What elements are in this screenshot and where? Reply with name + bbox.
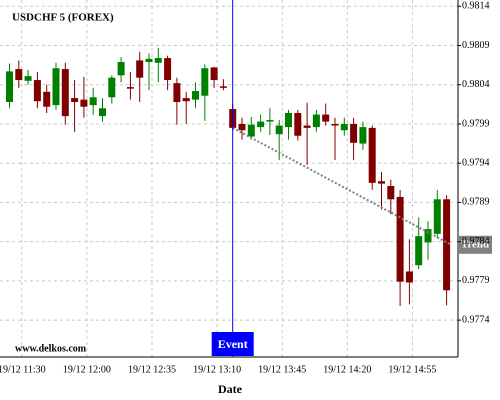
candle-body <box>182 98 190 102</box>
trend-label-box <box>458 235 492 254</box>
candle-body <box>219 86 227 88</box>
plot <box>6 47 451 306</box>
candle-body <box>257 121 265 128</box>
trend-label: Trend <box>461 238 489 250</box>
candle-body <box>173 83 181 102</box>
candle-body <box>368 127 376 183</box>
candle-body <box>145 58 153 62</box>
y-tick-label: 0.9794 <box>462 157 490 168</box>
candle-body <box>71 98 79 102</box>
candle-body <box>210 67 218 81</box>
candle-body <box>61 69 69 117</box>
overlay: Trend Event <box>211 0 492 357</box>
watermark: www.delkos.com <box>15 343 87 354</box>
y-tick-label: 0.9814 <box>462 1 490 12</box>
candle-body <box>99 108 106 117</box>
y-tick-label: 0.9789 <box>462 197 490 208</box>
y-tick-label: 0.9784 <box>462 236 490 247</box>
candle-body <box>266 120 274 122</box>
candle-body <box>443 199 451 291</box>
event-label: Event <box>218 337 248 351</box>
candle-body <box>331 123 339 126</box>
candle-body <box>80 99 88 107</box>
candle-body <box>396 196 404 282</box>
candle-body <box>52 68 60 106</box>
candle-body <box>15 69 23 81</box>
candle-body <box>303 125 311 128</box>
chart-title: USDCHF 5 (FOREX) <box>12 12 114 24</box>
candle-body <box>312 114 320 128</box>
y-tick-label: 0.9779 <box>462 275 490 286</box>
candle-body <box>238 123 246 131</box>
candle-body <box>117 61 125 76</box>
candle-body <box>201 68 209 96</box>
grid <box>0 0 458 357</box>
x-tick-label: 19/12 14:20 <box>323 364 371 375</box>
candle-body <box>33 80 41 102</box>
x-tick-label: 19/12 14:55 <box>388 364 436 375</box>
candle-body <box>322 114 330 122</box>
candle-body <box>275 125 283 135</box>
candle-body <box>424 229 432 243</box>
candle-body <box>378 181 385 184</box>
x-tick-label: 19/12 12:35 <box>128 364 176 375</box>
candle-body <box>126 87 134 89</box>
candle-body <box>24 76 32 81</box>
x-tick-label: 19/12 13:10 <box>193 364 241 375</box>
candle-body <box>340 123 348 131</box>
x-tick-label: 19/12 12:00 <box>63 364 111 375</box>
candle-body <box>350 123 358 143</box>
candle-body <box>415 236 423 266</box>
x-axis-title: Date <box>218 382 243 396</box>
candle-body <box>154 58 162 63</box>
candle-body <box>89 97 97 106</box>
x-tick-label: 19/12 11:30 <box>0 364 46 375</box>
y-tick-label: 0.9799 <box>462 118 490 129</box>
candle-body <box>405 271 413 283</box>
candle-body <box>359 127 367 144</box>
y-tick-label: 0.9809 <box>462 40 490 51</box>
candle-body <box>294 112 302 136</box>
event-label-box <box>211 332 254 356</box>
candle-body <box>164 58 172 81</box>
candle-body <box>387 185 395 200</box>
candle-body <box>108 77 116 98</box>
candle-body <box>136 60 144 78</box>
candle-body <box>285 112 292 128</box>
candle-body <box>43 91 51 107</box>
trend-line <box>232 127 452 246</box>
y-tick-label: 0.9774 <box>462 314 490 325</box>
candle-body <box>6 71 13 102</box>
x-tick-label: 19/12 13:45 <box>258 364 306 375</box>
y-tick-label: 0.9804 <box>462 79 490 90</box>
candle-body <box>247 124 255 137</box>
candle-body <box>192 91 199 100</box>
candle-body <box>433 199 441 234</box>
